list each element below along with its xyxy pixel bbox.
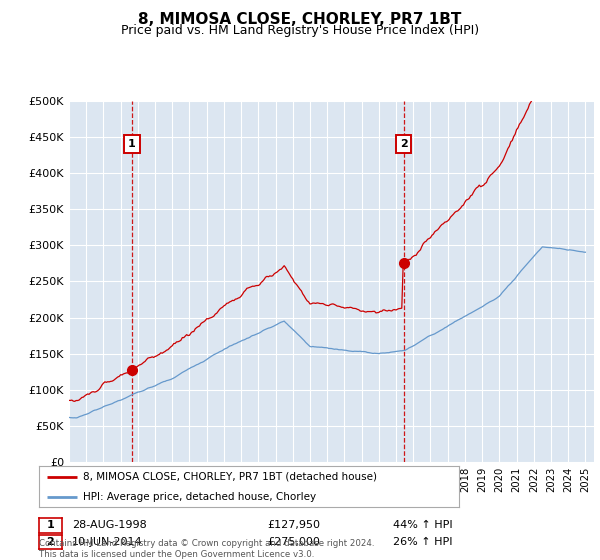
Text: 2: 2 xyxy=(400,139,407,149)
Text: £127,950: £127,950 xyxy=(267,520,320,530)
Text: 1: 1 xyxy=(128,139,136,149)
Text: £275,000: £275,000 xyxy=(267,537,320,547)
Text: 1: 1 xyxy=(47,520,54,530)
Text: 8, MIMOSA CLOSE, CHORLEY, PR7 1BT: 8, MIMOSA CLOSE, CHORLEY, PR7 1BT xyxy=(139,12,461,27)
Text: 26% ↑ HPI: 26% ↑ HPI xyxy=(393,537,452,547)
Text: Price paid vs. HM Land Registry's House Price Index (HPI): Price paid vs. HM Land Registry's House … xyxy=(121,24,479,36)
Text: Contains HM Land Registry data © Crown copyright and database right 2024.
This d: Contains HM Land Registry data © Crown c… xyxy=(39,539,374,559)
Text: 44% ↑ HPI: 44% ↑ HPI xyxy=(393,520,452,530)
Text: 10-JUN-2014: 10-JUN-2014 xyxy=(72,537,143,547)
Text: HPI: Average price, detached house, Chorley: HPI: Average price, detached house, Chor… xyxy=(83,492,316,502)
Text: 8, MIMOSA CLOSE, CHORLEY, PR7 1BT (detached house): 8, MIMOSA CLOSE, CHORLEY, PR7 1BT (detac… xyxy=(83,472,377,482)
Text: 2: 2 xyxy=(47,537,54,547)
Text: 28-AUG-1998: 28-AUG-1998 xyxy=(72,520,147,530)
